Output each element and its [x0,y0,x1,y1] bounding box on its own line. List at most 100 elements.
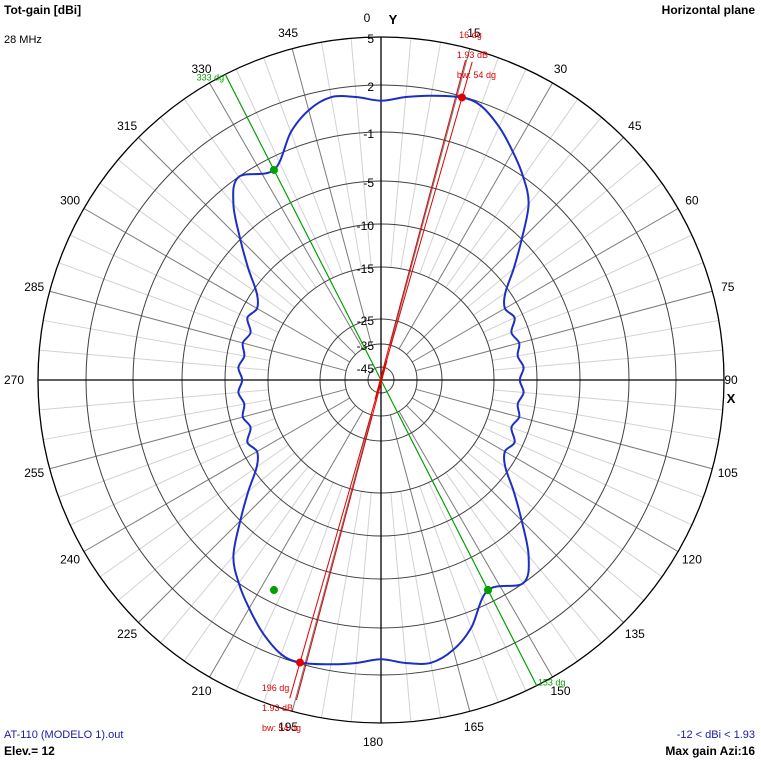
angle-tick-label: 165 [464,720,484,734]
angle-tick-label: 285 [24,280,44,294]
angle-tick-label: 15 [467,26,481,40]
elevation-label: Elev.= 12 [4,744,55,758]
minor-spoke [350,38,372,268]
chart-quantity-label: Tot-gain [dBi] [4,3,82,17]
minor-spoke [43,399,270,441]
beamwidth-marker [484,586,493,595]
minor-spoke [400,42,442,269]
major-spoke [83,397,351,552]
radial-tick-label: -15 [357,262,375,276]
angle-tick-label: 75 [721,280,735,294]
frequency-label: 28 MHz [4,34,42,46]
radial-tick-label: -45 [357,362,375,376]
minor-spoke [419,57,499,274]
minor-spoke [99,444,289,578]
angle-tick-label: 90 [724,373,738,387]
file-name-label: AT-110 (MODELO 1).out [4,729,124,741]
max-gain-marker [295,658,304,667]
minor-spoke [428,482,527,692]
minor-spoke [445,472,579,662]
minor-spoke [428,68,527,278]
minor-spoke [487,262,704,342]
major-spoke [411,397,679,552]
minor-spoke [69,427,279,526]
minor-spoke [467,159,645,308]
radial-tick-label: -35 [357,339,375,353]
angle-tick-label: 240 [60,553,80,567]
minor-spoke [350,492,372,722]
minor-spoke [492,319,719,361]
minor-spoke [117,159,295,308]
radial-tick-label: -1 [363,127,374,141]
angle-tick-label: 195 [278,720,298,734]
radial-tick-label: 5 [367,32,374,46]
minor-spoke [445,98,579,288]
minor-spoke [473,444,663,578]
major-spoke [411,208,679,363]
minor-spoke [58,262,275,342]
minor-spoke [39,349,269,371]
minor-spoke [58,418,275,498]
major-spoke [138,137,356,355]
minor-spoke [235,68,334,278]
radiation-pattern-curve [232,94,530,666]
gain-range-label: -12 < dBi < 1.93 [676,729,755,741]
max-gain-label: Max gain Azi:16 [665,744,755,758]
major-spoke [415,388,713,470]
max-gain-angle-label: 196 dg [262,683,290,693]
radial-tick-label: 2 [367,80,374,94]
y-axis-letter: Y [389,12,398,27]
major-spoke [209,82,364,350]
minor-spoke [117,452,295,601]
minor-spoke [69,234,279,333]
minor-spoke [183,472,317,662]
radial-tick-label: -25 [357,314,375,328]
beamwidth-value-label: bw: 54 dg [262,723,301,733]
major-spoke [291,414,373,712]
angle-tick-label: 0 [364,11,371,25]
minor-spoke [43,319,270,361]
minor-spoke [99,182,289,316]
major-spoke [389,48,471,346]
minor-spoke [320,42,362,269]
max-gain-value-label: 1.93 dB [457,50,488,60]
major-spoke [415,290,713,372]
angle-tick-label: 270 [4,373,24,387]
angle-tick-label: 255 [24,466,44,480]
major-spoke [209,410,364,678]
minor-spoke [493,389,723,411]
max-gain-line [374,59,467,400]
minor-spoke [400,491,442,718]
beamwidth-angle-label: 153 dg [538,677,566,687]
major-spoke [49,290,347,372]
minor-spoke [493,349,723,371]
angle-tick-label: 105 [718,466,738,480]
minor-spoke [39,389,269,411]
major-spoke [49,388,347,470]
angle-tick-label: 120 [682,553,702,567]
angle-tick-label: 225 [117,627,137,641]
minor-spoke [390,38,412,268]
plane-label: Horizontal plane [661,3,755,17]
major-spoke [406,137,624,355]
angle-tick-label: 135 [625,627,645,641]
angle-tick-label: 210 [191,684,211,698]
minor-spoke [467,452,645,601]
beamwidth-marker [269,586,278,595]
minor-spoke [263,486,343,703]
x-axis-letter: X [727,391,736,406]
max-gain-angle-label: 16 dg [459,30,482,40]
max-gain-line [375,61,473,400]
minor-spoke [419,486,499,703]
minor-spoke [320,491,362,718]
major-spoke [291,48,373,346]
max-gain-marker [458,93,467,102]
angle-tick-label: 330 [191,62,211,76]
major-spoke [83,208,351,363]
radial-tick-label: -10 [357,219,375,233]
angle-tick-label: 60 [685,194,699,208]
angle-tick-label: 300 [60,194,80,208]
minor-spoke [183,98,317,288]
major-spoke [398,82,553,350]
